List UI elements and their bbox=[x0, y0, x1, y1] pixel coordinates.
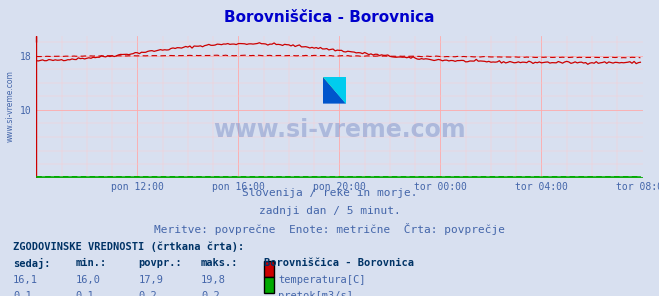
Text: zadnji dan / 5 minut.: zadnji dan / 5 minut. bbox=[258, 206, 401, 216]
Text: min.:: min.: bbox=[76, 258, 107, 268]
Text: 16,1: 16,1 bbox=[13, 275, 38, 285]
Text: 17,9: 17,9 bbox=[138, 275, 163, 285]
Text: 0,1: 0,1 bbox=[13, 291, 32, 296]
Polygon shape bbox=[323, 77, 346, 104]
Text: 0,1: 0,1 bbox=[76, 291, 94, 296]
Text: pretok[m3/s]: pretok[m3/s] bbox=[278, 291, 353, 296]
Text: Slovenija / reke in morje.: Slovenija / reke in morje. bbox=[242, 188, 417, 198]
Text: Borovniščica - Borovnica: Borovniščica - Borovnica bbox=[264, 258, 414, 268]
Polygon shape bbox=[323, 77, 346, 90]
Polygon shape bbox=[323, 77, 346, 104]
Text: temperatura[C]: temperatura[C] bbox=[278, 275, 366, 285]
Text: sedaj:: sedaj: bbox=[13, 258, 51, 268]
Text: ZGODOVINSKE VREDNOSTI (črtkana črta):: ZGODOVINSKE VREDNOSTI (črtkana črta): bbox=[13, 241, 244, 252]
Text: povpr.:: povpr.: bbox=[138, 258, 182, 268]
Text: Borovniščica - Borovnica: Borovniščica - Borovnica bbox=[224, 10, 435, 25]
Text: www.si-vreme.com: www.si-vreme.com bbox=[213, 118, 466, 142]
Text: 19,8: 19,8 bbox=[201, 275, 226, 285]
Text: 0,2: 0,2 bbox=[138, 291, 157, 296]
Text: Meritve: povprečne  Enote: metrične  Črta: povprečje: Meritve: povprečne Enote: metrične Črta:… bbox=[154, 223, 505, 236]
Text: 16,0: 16,0 bbox=[76, 275, 101, 285]
Text: 0,2: 0,2 bbox=[201, 291, 219, 296]
Text: maks.:: maks.: bbox=[201, 258, 239, 268]
Text: www.si-vreme.com: www.si-vreme.com bbox=[5, 71, 14, 142]
